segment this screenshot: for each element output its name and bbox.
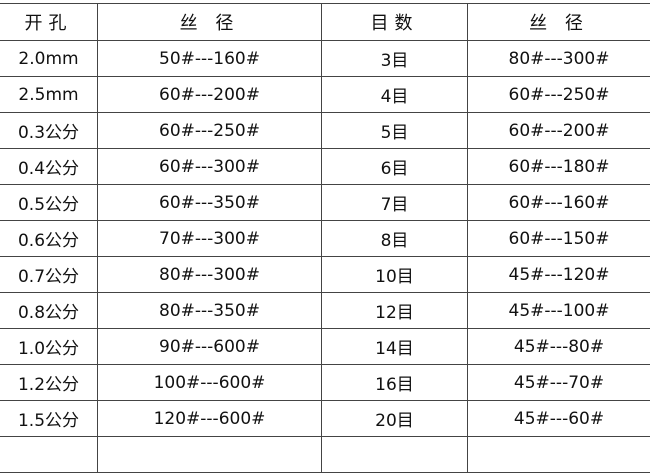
mesh-count-cell: 14目	[322, 329, 468, 365]
aperture-cell: 0.5公分	[0, 185, 98, 221]
empty-cell	[0, 437, 98, 473]
header-aperture: 开孔	[0, 4, 98, 41]
header-mesh-count: 目数	[322, 4, 468, 41]
aperture-cell: 1.0公分	[0, 329, 98, 365]
aperture-cell: 0.4公分	[0, 149, 98, 185]
empty-cell	[468, 437, 650, 473]
aperture-cell: 0.8公分	[0, 293, 98, 329]
aperture-cell: 0.3公分	[0, 113, 98, 149]
wire-diameter-cell: 80#---300#	[98, 257, 322, 293]
mesh-count-cell: 6目	[322, 149, 468, 185]
wire-diameter-cell-2: 60#---160#	[468, 185, 650, 221]
partial-row	[0, 437, 650, 473]
wire-diameter-cell-2: 60#---180#	[468, 149, 650, 185]
aperture-cell: 0.6公分	[0, 221, 98, 257]
mesh-count-cell: 3目	[322, 41, 468, 77]
header-row: 开孔 丝 径 目数 丝 径	[0, 4, 650, 41]
wire-diameter-cell-2: 45#---120#	[468, 257, 650, 293]
mesh-count-cell: 8目	[322, 221, 468, 257]
wire-diameter-cell-2: 45#---100#	[468, 293, 650, 329]
aperture-cell: 0.7公分	[0, 257, 98, 293]
wire-diameter-cell: 120#---600#	[98, 401, 322, 437]
mesh-count-cell: 20目	[322, 401, 468, 437]
wire-diameter-cell: 100#---600#	[98, 365, 322, 401]
wire-diameter-cell-2: 80#---300#	[468, 41, 650, 77]
wire-diameter-cell-2: 45#---80#	[468, 329, 650, 365]
aperture-cell: 1.2公分	[0, 365, 98, 401]
wire-diameter-cell-2: 60#---250#	[468, 77, 650, 113]
header-wire-diameter: 丝 径	[98, 4, 322, 41]
empty-cell	[322, 437, 468, 473]
mesh-count-cell: 7目	[322, 185, 468, 221]
aperture-cell: 2.0mm	[0, 41, 98, 77]
header-wire-diameter-2: 丝 径	[468, 4, 650, 41]
aperture-cell: 1.5公分	[0, 401, 98, 437]
mesh-count-cell: 12目	[322, 293, 468, 329]
wire-diameter-cell-2: 60#---200#	[468, 113, 650, 149]
mesh-count-cell: 16目	[322, 365, 468, 401]
wire-diameter-cell-2: 45#---70#	[468, 365, 650, 401]
wire-diameter-cell: 70#---300#	[98, 221, 322, 257]
wire-diameter-cell: 90#---600#	[98, 329, 322, 365]
wire-diameter-cell: 80#---350#	[98, 293, 322, 329]
wire-diameter-cell-2: 45#---60#	[468, 401, 650, 437]
mesh-count-cell: 10目	[322, 257, 468, 293]
empty-cell	[98, 437, 322, 473]
wire-diameter-cell: 60#---300#	[98, 149, 322, 185]
wire-diameter-cell-2: 60#---150#	[468, 221, 650, 257]
wire-diameter-cell: 60#---200#	[98, 77, 322, 113]
wire-diameter-cell: 60#---350#	[98, 185, 322, 221]
mesh-count-cell: 5目	[322, 113, 468, 149]
wire-diameter-cell: 50#---160#	[98, 41, 322, 77]
aperture-cell: 2.5mm	[0, 77, 98, 113]
wire-diameter-cell: 60#---250#	[98, 113, 322, 149]
mesh-count-cell: 4目	[322, 77, 468, 113]
